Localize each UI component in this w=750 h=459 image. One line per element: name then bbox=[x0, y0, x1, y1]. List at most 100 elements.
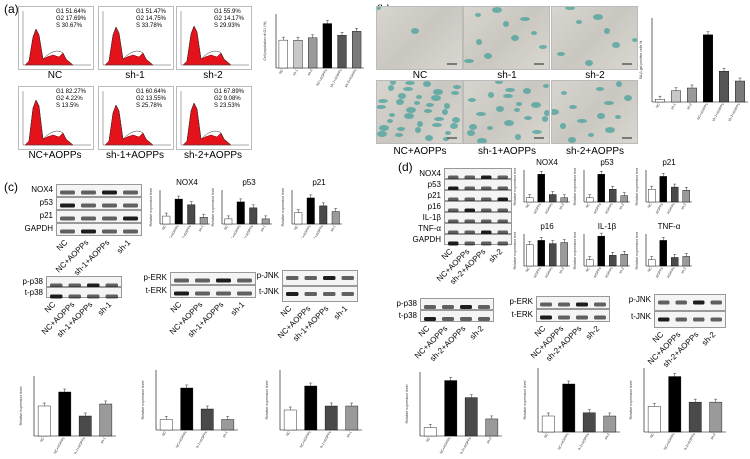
tick-label: sh-2+AOPPs bbox=[600, 266, 614, 278]
d-jnk-row-label: p-JNK bbox=[628, 295, 651, 304]
chart-b-sabgal: SA-β-gal positive cells % NC sh-1 sh-2 NC+AO… bbox=[638, 8, 750, 126]
tick-label: NC bbox=[525, 266, 531, 273]
bar-sh-1+AOPPs bbox=[319, 205, 328, 225]
bar-sh-2+AOPPs bbox=[549, 243, 557, 267]
bar-sh-2 bbox=[709, 401, 723, 433]
flow-stat-s: S 29.93% bbox=[214, 23, 241, 29]
tick-label: sh-2+AOPPs bbox=[662, 202, 676, 214]
d-chart-title: NOX4 bbox=[536, 158, 558, 167]
y-axis-label: Relative expression level bbox=[265, 380, 269, 419]
bar-sh-2+AOPPs bbox=[609, 189, 617, 203]
bar-NC+AOPPs bbox=[597, 174, 605, 203]
tick-label: sh-1+AOPPs bbox=[178, 224, 192, 238]
chart-d_nox4: Relative expression level NC NC+AOPPs sh-2+… bbox=[512, 166, 572, 222]
c-erk-band-row bbox=[170, 285, 256, 298]
d-chart-title: TNF-α bbox=[657, 222, 681, 231]
chart-d_tnfa: Relative expression level NC NC+AOPPs sh-2+… bbox=[634, 230, 694, 286]
y-axis-label: Relative expression level bbox=[141, 380, 145, 419]
y-axis-label: Relative expression level bbox=[513, 232, 517, 269]
bar-sh-2+AOPPs bbox=[688, 401, 702, 433]
c-blot1-band-row bbox=[56, 197, 142, 210]
tick-label: sh-2 bbox=[686, 102, 693, 110]
chart-c_p38: Relative expression level NC NC+AOPPs sh-1+… bbox=[18, 372, 118, 456]
c-blot1-lane-label: NC bbox=[54, 238, 69, 253]
y-axis-label: Relative expression level bbox=[19, 386, 23, 425]
bar-sh-1+AOPPs bbox=[337, 35, 347, 69]
tick-label: NC+AOPPs bbox=[557, 432, 570, 450]
tick-label: sh-1 bbox=[222, 430, 229, 438]
tick-label: NC+AOPPs bbox=[663, 432, 676, 450]
bar-NC+AOPPs bbox=[562, 383, 576, 433]
chart-d_p21: Relative expression level NC NC+AOPPs sh-2+… bbox=[634, 166, 694, 222]
tick-label: NC+AOPPs bbox=[299, 224, 312, 238]
d-blot1-band-row bbox=[444, 179, 512, 191]
tick-label: sh-1+AOPPs bbox=[240, 224, 254, 238]
flow-stats-4: G1 82.27% G2 4.22% S 13.5% bbox=[56, 89, 86, 110]
c-blot1-row-label: p21 bbox=[39, 211, 53, 220]
bar-sh-2 bbox=[682, 256, 690, 267]
bar-sh-2+AOPPs bbox=[609, 255, 617, 267]
c-blot1-row-label: p53 bbox=[39, 198, 53, 207]
panel-a-label: (a) bbox=[4, 2, 19, 16]
flow-stat-s: S 25.78% bbox=[136, 103, 163, 109]
bar-NC+AOPPs bbox=[597, 235, 605, 267]
bar-sh-2 bbox=[682, 190, 690, 203]
bar-sh-2 bbox=[560, 242, 568, 267]
flow-stat-g2: G2 9.08% bbox=[214, 96, 241, 102]
bar-sh-1 bbox=[671, 90, 682, 103]
d-blot1-band-row bbox=[444, 168, 512, 180]
flow-stats-1: G1 51.64% G2 17.69% S 30.67% bbox=[56, 9, 86, 30]
bar-NC+AOPPs bbox=[444, 380, 458, 437]
chart-c_nox4: Relative expression level NC NC+AOPPs sh-1+… bbox=[148, 187, 212, 244]
bar-sh-2 bbox=[620, 254, 628, 267]
d-p38-row-label: p-p38 bbox=[396, 299, 417, 308]
d-blot1-band-row bbox=[444, 234, 512, 246]
bar-NC bbox=[37, 405, 51, 437]
bar-NC+AOPPs bbox=[659, 176, 667, 203]
flow-caption-4: NC+AOPPs bbox=[28, 150, 82, 161]
d-chart-title: p53 bbox=[600, 158, 614, 167]
flow-stat-s: S 13.5% bbox=[56, 103, 79, 109]
bar-NC bbox=[423, 427, 437, 437]
d-p38-band-row bbox=[420, 298, 494, 310]
flow-stat-g1: G1 82.27% bbox=[56, 89, 87, 95]
tick-label: sh-2 bbox=[680, 266, 687, 274]
bar-NC bbox=[526, 244, 534, 267]
tick-label: sh-1+AOPPs bbox=[310, 224, 324, 238]
tick-label: NC bbox=[543, 432, 549, 439]
flow-caption-1: NC bbox=[47, 70, 63, 81]
bar-sh-2+AOPPs bbox=[671, 257, 679, 267]
sa-bgal-caption-6: sh-2+AOPPs bbox=[565, 146, 625, 157]
tick-label: sh-2+AOPPs bbox=[600, 202, 614, 214]
tick-label: sh-1 bbox=[198, 224, 205, 232]
bar-NC bbox=[278, 39, 288, 69]
bar-NC bbox=[159, 419, 173, 431]
bar-sh-2+AOPPs bbox=[549, 194, 557, 203]
flow-stat-g2: G2 4.22% bbox=[56, 96, 83, 102]
bar-NC bbox=[647, 406, 661, 433]
d-erk-band-row bbox=[536, 309, 610, 322]
tick-label: NC bbox=[39, 436, 45, 443]
tick-label: NC bbox=[161, 224, 167, 231]
c-erk-row-label: t-ERK bbox=[145, 286, 167, 295]
chart-c_jnk: Relative expression level NC NC+AOPPs sh-1+… bbox=[264, 366, 364, 450]
flow-histogram-2 bbox=[98, 6, 174, 70]
sa-bgal-image-4 bbox=[376, 79, 463, 144]
chart-d_erk: Relative expression level NC NC+AOPPs sh-2+… bbox=[522, 364, 622, 452]
sa-bgal-caption-3: sh-2 bbox=[585, 70, 605, 81]
tick-label: sh-2+AOPPs bbox=[344, 68, 358, 88]
y-axis-label: Relative expression level bbox=[573, 232, 577, 269]
bar-sh-2 bbox=[620, 195, 628, 203]
bar-sh-1 bbox=[261, 218, 270, 225]
bar-sh-2+AOPPs bbox=[464, 397, 478, 437]
flow-histogram-4 bbox=[18, 86, 94, 150]
tick-label: NC+AOPPs bbox=[439, 436, 452, 454]
c-jnk-lane-label: NC bbox=[279, 304, 294, 319]
bar-sh-1+AOPPs bbox=[187, 204, 196, 225]
flow-caption-5: sh-1+AOPPs bbox=[105, 150, 165, 161]
chart-d_il1b: Relative expression level NC NC+AOPPs sh-2+… bbox=[572, 230, 632, 286]
sa-bgal-image-1 bbox=[375, 6, 463, 70]
d-chart-title: p21 bbox=[662, 158, 676, 167]
y-axis-label: Relative expression level bbox=[149, 188, 153, 226]
d-jnk-band-row bbox=[654, 311, 726, 328]
